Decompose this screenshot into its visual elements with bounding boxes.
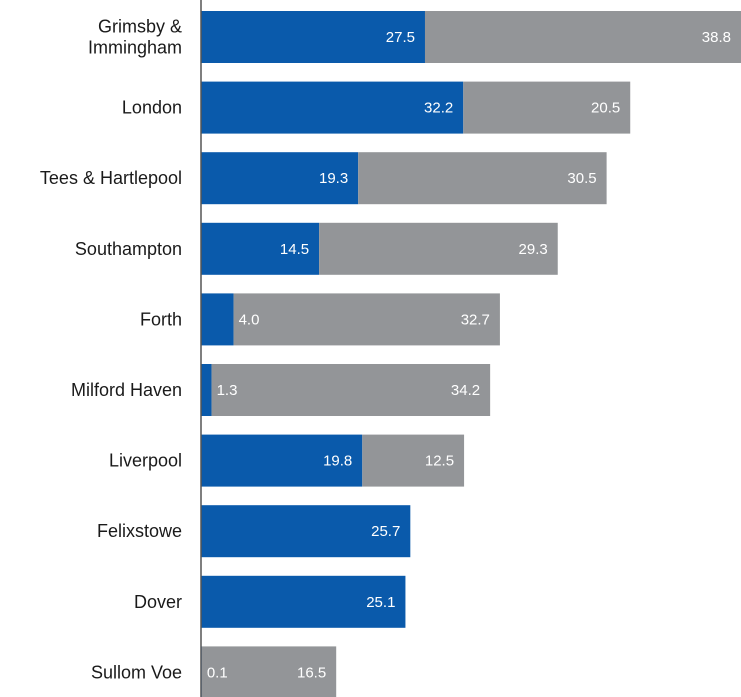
bar-2-3 [319, 222, 558, 275]
category-label-line: London [122, 98, 182, 118]
bar-2-6 [362, 434, 465, 487]
category-label-line: Grimsby & [98, 17, 182, 37]
category-label-line: Felixstowe [97, 521, 182, 541]
value-label-2-4: 32.7 [461, 311, 490, 328]
value-label-1-1: 32.2 [424, 100, 453, 117]
category-label-8: Dover [134, 592, 182, 612]
category-label-3: Southampton [75, 239, 182, 259]
value-labels: 27.5 38.8 32.2 20.5 19.3 30.5 14.5 29.3 4.0 32.7 1… [207, 29, 731, 681]
bar-2-1 [463, 81, 631, 134]
category-label-9: Sullom Voe [91, 662, 182, 682]
value-label-1-4: 4.0 [239, 311, 260, 328]
bar-1-2 [201, 152, 359, 205]
bar-2-0 [424, 11, 741, 63]
value-label-2-0: 38.8 [702, 29, 731, 46]
value-label-1-2: 19.3 [319, 170, 348, 187]
category-label-7: Felixstowe [97, 521, 182, 541]
bar-1-5 [201, 364, 212, 416]
category-label-line: Forth [140, 309, 182, 329]
category-label-line: Liverpool [109, 451, 182, 471]
category-label-6: Liverpool [109, 451, 182, 471]
category-label-line: Sullom Voe [91, 662, 182, 682]
value-label-1-8: 25.1 [366, 594, 395, 611]
category-label-0: Grimsby & Immingham [88, 17, 182, 58]
bar-2-2 [358, 152, 607, 205]
bar-1-1 [201, 81, 464, 134]
category-label-line: Southampton [75, 239, 182, 259]
category-label-line: Tees & Hartlepool [40, 168, 182, 188]
bar-2-9 [201, 646, 337, 697]
category-label-5: Milford Haven [71, 380, 182, 400]
value-label-2-2: 30.5 [567, 170, 596, 187]
value-label-2-6: 12.5 [425, 453, 454, 470]
value-label-1-7: 25.7 [371, 523, 400, 540]
bars-layer [201, 11, 741, 697]
category-label-line: Dover [134, 592, 182, 612]
bar-1-0 [201, 11, 425, 63]
bar-1-4 [201, 293, 234, 346]
value-label-2-1: 20.5 [591, 100, 620, 117]
bar-1-7 [201, 505, 411, 558]
value-label-1-0: 27.5 [386, 29, 415, 46]
bar-1-6 [201, 434, 363, 487]
category-label-1: London [122, 98, 182, 118]
category-label-line: Milford Haven [71, 380, 182, 400]
value-label-1-5: 1.3 [217, 382, 238, 399]
bar-2-5 [211, 364, 491, 416]
value-label-2-5: 34.2 [451, 382, 480, 399]
bar-1-8 [201, 575, 406, 628]
value-label-2-3: 29.3 [519, 241, 548, 258]
value-label-1-9: 0.1 [207, 664, 228, 681]
category-label-4: Forth [140, 309, 182, 329]
category-label-2: Tees & Hartlepool [40, 168, 182, 188]
category-label-line: Immingham [88, 38, 182, 58]
value-label-1-3: 14.5 [280, 241, 309, 258]
bar-2-4 [233, 293, 500, 346]
bar-1-3 [201, 222, 320, 275]
category-labels: Grimsby & Immingham London Tees & Hartlepoo… [40, 17, 182, 683]
value-label-2-9: 16.5 [297, 664, 326, 681]
value-label-1-6: 19.8 [323, 453, 352, 470]
